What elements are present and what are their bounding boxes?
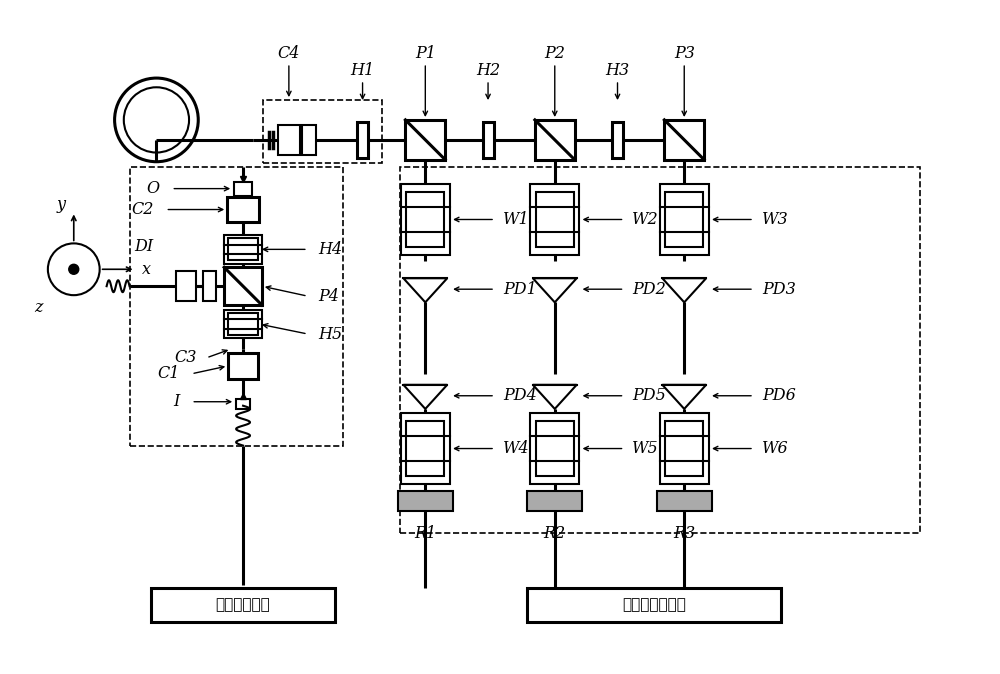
- Text: P2: P2: [544, 44, 565, 62]
- Bar: [405, 120, 445, 160]
- Text: PD6: PD6: [762, 388, 796, 404]
- Bar: [665, 421, 703, 476]
- Bar: [263, 100, 382, 162]
- Text: PD1: PD1: [503, 280, 537, 298]
- Text: C1: C1: [157, 365, 179, 382]
- Bar: [536, 421, 574, 476]
- Bar: [483, 122, 494, 158]
- Text: PD4: PD4: [503, 388, 537, 404]
- Text: P1: P1: [415, 44, 436, 62]
- Text: z: z: [34, 299, 42, 315]
- Text: R1: R1: [414, 524, 436, 542]
- Text: H1: H1: [351, 61, 375, 79]
- Bar: [224, 310, 262, 338]
- Bar: [527, 588, 781, 622]
- Bar: [228, 239, 258, 260]
- Bar: [527, 491, 582, 512]
- Bar: [228, 313, 258, 335]
- Bar: [400, 166, 920, 533]
- Text: W3: W3: [762, 211, 789, 228]
- Text: H2: H2: [476, 61, 500, 79]
- Text: C3: C3: [174, 349, 196, 367]
- Text: PD3: PD3: [762, 280, 796, 298]
- Bar: [176, 271, 196, 301]
- Bar: [357, 122, 368, 158]
- Bar: [660, 184, 709, 255]
- Text: O: O: [146, 180, 159, 197]
- Bar: [535, 120, 575, 160]
- Bar: [151, 588, 335, 622]
- Bar: [401, 184, 450, 255]
- Bar: [234, 181, 252, 195]
- Bar: [278, 125, 300, 155]
- Text: PD5: PD5: [632, 388, 666, 404]
- Text: R2: R2: [544, 524, 566, 542]
- Bar: [664, 120, 704, 160]
- Text: P3: P3: [674, 44, 695, 62]
- Bar: [406, 421, 444, 476]
- Text: W1: W1: [503, 211, 530, 228]
- Text: W5: W5: [632, 440, 659, 457]
- Bar: [130, 166, 343, 446]
- Bar: [612, 122, 623, 158]
- Text: C2: C2: [131, 201, 153, 218]
- Text: H5: H5: [318, 326, 342, 342]
- Bar: [398, 491, 453, 512]
- Text: R3: R3: [673, 524, 695, 542]
- Bar: [406, 192, 444, 247]
- Bar: [228, 353, 258, 379]
- Bar: [530, 184, 579, 255]
- Text: PD2: PD2: [632, 280, 666, 298]
- Text: 辅助调节单元: 辅助调节单元: [216, 597, 270, 613]
- Text: W2: W2: [632, 211, 659, 228]
- Bar: [203, 271, 216, 301]
- Bar: [660, 413, 709, 484]
- Text: W6: W6: [762, 440, 789, 457]
- Bar: [224, 235, 262, 264]
- Text: P4: P4: [318, 288, 339, 305]
- Text: H3: H3: [605, 61, 630, 79]
- Text: C4: C4: [278, 44, 300, 62]
- Text: W4: W4: [503, 440, 530, 457]
- Bar: [530, 413, 579, 484]
- Text: x: x: [141, 261, 150, 278]
- Bar: [224, 268, 262, 305]
- Circle shape: [69, 264, 79, 274]
- Bar: [227, 197, 259, 222]
- Text: 拉曼光分束模块: 拉曼光分束模块: [622, 597, 686, 613]
- Bar: [657, 491, 712, 512]
- Bar: [302, 125, 316, 155]
- Bar: [236, 399, 250, 408]
- Text: I: I: [173, 393, 179, 410]
- Text: H4: H4: [318, 241, 342, 258]
- Bar: [401, 413, 450, 484]
- Text: DI: DI: [134, 238, 153, 255]
- Bar: [536, 192, 574, 247]
- Bar: [665, 192, 703, 247]
- Text: y: y: [57, 196, 66, 213]
